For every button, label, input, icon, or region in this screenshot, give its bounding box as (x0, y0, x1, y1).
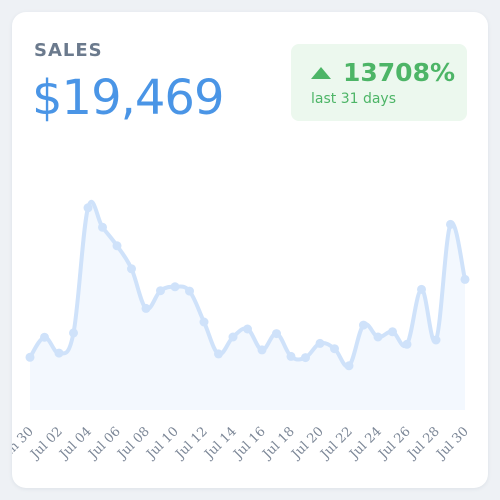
data-point-jul-06[interactable] (112, 241, 122, 251)
data-point-jul-13[interactable] (214, 349, 223, 359)
change-period: last 31 days (311, 91, 397, 107)
x-tick-label: Jul 04 (56, 424, 95, 463)
change-percent: 13708% (343, 58, 456, 87)
data-point-jul-29[interactable] (446, 219, 455, 229)
x-tick-label: Jul 30 (433, 424, 472, 463)
data-point-jul-23[interactable] (359, 320, 368, 330)
sales-area (30, 201, 465, 410)
data-point-jul-07[interactable] (127, 264, 136, 274)
x-tick-label: Jul 16 (230, 424, 269, 463)
sales-card: SALES $19,469 13708% last 31 days Jun 30… (12, 12, 488, 488)
data-point-jul-04[interactable] (83, 203, 93, 213)
x-tick-label: Jul 22 (317, 424, 356, 463)
data-point-jul-05[interactable] (98, 222, 107, 232)
x-tick-label: Jul 12 (172, 424, 211, 463)
x-tick-label: Jul 06 (85, 424, 124, 463)
change-row: 13708% (311, 58, 455, 87)
data-point-jul-22[interactable] (344, 361, 354, 371)
data-point-jul-27[interactable] (417, 284, 426, 294)
triangle-up-icon (311, 66, 331, 79)
data-point-jul-03[interactable] (69, 328, 78, 338)
change-badge: 13708% last 31 days (291, 44, 467, 121)
data-point-jul-26[interactable] (402, 339, 412, 349)
x-tick-label: Jul 28 (404, 424, 443, 463)
x-tick-label: Jul 18 (259, 424, 298, 463)
x-tick-label: Jul 08 (114, 424, 153, 463)
data-point-jul-30[interactable] (460, 274, 470, 284)
data-point-jul-24[interactable] (373, 332, 383, 342)
data-point-jul-21[interactable] (330, 344, 339, 354)
data-point-jun-30[interactable] (25, 352, 35, 362)
x-tick-label: Jul 14 (201, 424, 240, 463)
data-point-jul-16[interactable] (257, 345, 267, 355)
data-point-jul-19[interactable] (301, 353, 310, 363)
data-point-jul-09[interactable] (156, 286, 165, 296)
data-point-jul-02[interactable] (54, 348, 64, 358)
x-tick-label: Jul 24 (346, 424, 385, 463)
data-point-jul-11[interactable] (185, 286, 194, 296)
data-point-jul-08[interactable] (141, 303, 151, 313)
sales-title: SALES (34, 40, 103, 61)
data-point-jul-15[interactable] (243, 324, 252, 334)
data-point-jul-18[interactable] (286, 351, 296, 361)
x-tick-label: Jul 26 (375, 424, 414, 463)
data-point-jul-12[interactable] (199, 317, 209, 327)
x-tick-label: Jul 20 (288, 424, 327, 463)
data-point-jul-17[interactable] (272, 329, 281, 339)
data-point-jul-20[interactable] (315, 338, 325, 348)
data-point-jul-28[interactable] (431, 335, 441, 345)
x-tick-label: Jul 10 (143, 424, 182, 463)
data-point-jul-25[interactable] (388, 327, 397, 337)
data-point-jul-14[interactable] (228, 332, 238, 342)
sales-total: $19,469 (32, 70, 224, 126)
data-point-jul-01[interactable] (40, 332, 49, 342)
data-point-jul-10[interactable] (170, 282, 180, 292)
x-tick-label: Jul 02 (27, 424, 66, 463)
